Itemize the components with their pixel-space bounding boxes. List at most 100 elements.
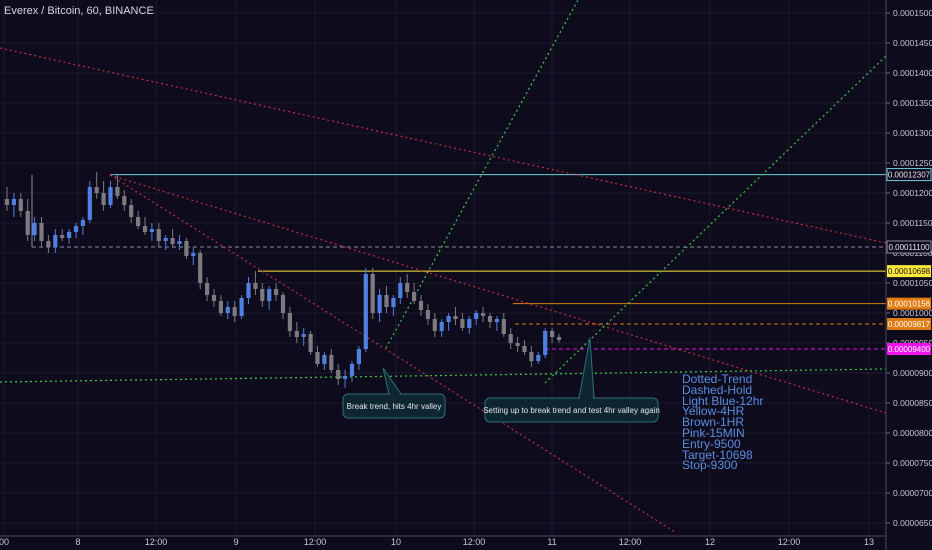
candle <box>11 199 16 205</box>
candle <box>391 298 396 307</box>
candle <box>156 229 161 241</box>
candle <box>170 238 175 244</box>
candle <box>384 295 389 307</box>
candle <box>60 235 65 238</box>
candle <box>522 346 527 352</box>
candle <box>398 283 403 298</box>
legend-entry: Dashed-Hold <box>682 382 753 397</box>
chart-title: Everex / Bitcoin, 60, BINANCE <box>4 5 154 17</box>
x-tick-label: 00 <box>0 537 9 547</box>
candle <box>301 334 306 337</box>
candle <box>501 319 506 334</box>
price-badge <box>887 343 931 355</box>
candle <box>287 313 292 331</box>
x-tick-label: 12:00 <box>463 537 486 547</box>
candle <box>439 322 444 331</box>
candle <box>246 283 251 298</box>
candle <box>543 331 548 355</box>
legend-entry: Light Blue-12hr <box>682 393 764 408</box>
candle <box>460 319 465 328</box>
candle <box>536 355 541 361</box>
x-tick-label: 12 <box>705 537 715 547</box>
candle <box>142 226 148 232</box>
candle <box>115 187 120 196</box>
trend-lines <box>0 0 887 533</box>
trend-line <box>0 47 887 244</box>
candle <box>308 334 313 352</box>
candle <box>4 199 10 205</box>
price-badge-label: 0.00011100 <box>888 243 930 252</box>
candles <box>4 172 562 388</box>
candle <box>343 376 348 379</box>
candle <box>73 226 79 232</box>
candle <box>508 334 513 343</box>
candle <box>487 316 493 322</box>
price-badge-label: 0.00009817 <box>888 320 931 329</box>
legend: Dotted-Trend Dashed-Hold Light Blue-12hr… <box>682 373 764 471</box>
candle <box>550 331 555 337</box>
candle <box>53 235 58 247</box>
candle <box>184 241 189 256</box>
price-badge-label: 0.00010156 <box>888 300 931 309</box>
candle <box>25 211 30 235</box>
candle <box>474 313 479 319</box>
candle <box>253 283 258 289</box>
candle <box>149 229 154 232</box>
candle <box>32 223 37 235</box>
callout-joint <box>390 393 400 396</box>
candle <box>163 238 168 241</box>
callout-joint <box>580 397 593 400</box>
candle <box>191 253 196 256</box>
candle <box>432 319 437 331</box>
price-badge <box>887 265 931 278</box>
x-tick-label: 12:00 <box>304 537 327 547</box>
candle <box>232 307 237 316</box>
x-tick-label: 11 <box>547 537 556 547</box>
candle <box>122 196 127 205</box>
candle <box>211 295 217 301</box>
candle <box>46 241 51 247</box>
candle <box>377 295 382 313</box>
callout-text: Break trend, hits 4hr valley <box>347 402 442 411</box>
legend-entry: Target-10698 <box>682 447 753 462</box>
candle <box>87 187 92 220</box>
candle <box>356 349 361 364</box>
candle <box>418 301 424 310</box>
x-tick-label: 10 <box>391 537 401 547</box>
price-badge-label: 0.00010698 <box>888 267 931 276</box>
candle <box>267 289 272 301</box>
candle <box>336 370 341 379</box>
candle <box>529 352 534 361</box>
candle <box>39 223 44 241</box>
candle <box>129 205 134 217</box>
candle <box>363 274 368 349</box>
x-tick-label: 12:00 <box>619 537 642 547</box>
candle <box>467 319 472 328</box>
candle <box>80 220 85 226</box>
candle <box>425 310 430 319</box>
trend-line <box>544 55 887 384</box>
x-tick-label: 12:00 <box>778 537 801 547</box>
price-badges: 0.00012307 0.00011100 0.00010698 0.00010156… <box>886 168 932 355</box>
candle <box>136 217 141 226</box>
candle <box>94 187 99 193</box>
price-badge <box>887 317 931 330</box>
candle <box>225 307 230 313</box>
candle <box>67 232 72 238</box>
candle <box>239 298 244 316</box>
legend-entry: Entry-9500 <box>682 436 741 451</box>
